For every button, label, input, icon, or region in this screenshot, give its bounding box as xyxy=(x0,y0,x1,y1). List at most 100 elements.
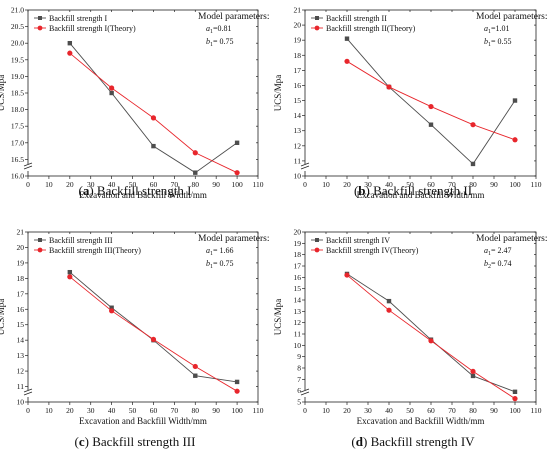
x-axis-title: Excavation and Backfill Width/mm xyxy=(357,416,485,426)
y-tick-label: 11 xyxy=(294,330,301,339)
model-param-a: a1= 2.47 xyxy=(484,246,512,257)
legend-marker xyxy=(315,16,319,20)
y-axis-title: UCS/Mpa xyxy=(273,75,283,112)
model-params-title: Model parameters: xyxy=(476,12,548,22)
x-tick-label: 0 xyxy=(26,180,30,189)
y-tick-label: 17 xyxy=(17,289,25,298)
y-tick-label: 21 xyxy=(17,228,25,237)
model-param-a: a1= 1.66 xyxy=(206,246,234,257)
y-tick-label: 13 xyxy=(294,307,302,316)
x-axis-title: Excavation and Backfill Width/mm xyxy=(357,190,485,200)
data-point xyxy=(192,150,198,156)
y-tick-label: 17.5 xyxy=(11,122,24,131)
legend-label: Backfill strength II(Theory) xyxy=(326,24,416,33)
series-line xyxy=(69,271,238,383)
y-tick-label: 18 xyxy=(294,51,302,60)
x-tick-label: 50 xyxy=(129,180,137,189)
data-point xyxy=(67,41,73,46)
x-tick-label: 100 xyxy=(509,180,521,189)
model-param-b: b1= 0.75 xyxy=(206,37,234,48)
x-tick-label: 90 xyxy=(212,180,220,189)
axis-break-mark xyxy=(300,388,310,393)
data-point xyxy=(109,85,115,91)
y-tick-label: 16 xyxy=(294,273,302,282)
data-point xyxy=(193,373,198,378)
axis-break-mark xyxy=(23,391,33,396)
model-param-b: b2= 0.74 xyxy=(484,259,512,270)
y-tick-label: 17 xyxy=(294,66,302,75)
y-tick-label: 7 xyxy=(297,375,301,384)
y-tick-label: 18 xyxy=(17,274,25,283)
x-tick-label: 20 xyxy=(343,180,351,189)
y-tick-label: 12 xyxy=(294,141,302,150)
axis-break-mark xyxy=(300,391,310,396)
chart-panel-2: 0 10 20 30 40 50 60 70 80 90 100 110101112131415161… xyxy=(273,6,548,201)
x-tick-label: 90 xyxy=(490,180,498,189)
x-tick-label: 80 xyxy=(192,180,200,189)
axis-break-mark xyxy=(23,162,33,167)
data-point xyxy=(428,122,434,127)
legend-marker xyxy=(37,25,43,31)
x-tick-label: 0 xyxy=(303,180,307,189)
y-tick-label: 21 xyxy=(294,6,302,15)
plot-frame xyxy=(27,9,259,177)
axis-break-mark xyxy=(23,388,33,393)
series-line xyxy=(346,274,516,399)
y-axis-title: UCS/Mpa xyxy=(0,299,6,336)
x-tick-label: 90 xyxy=(212,406,220,415)
x-tick-label: 80 xyxy=(469,180,477,189)
axis-break-mark xyxy=(300,165,310,170)
legend-label: Backfill strength IV xyxy=(326,236,390,245)
y-tick-label: 16 xyxy=(17,305,25,314)
series-line xyxy=(346,38,516,165)
x-tick-label: 90 xyxy=(490,406,498,415)
y-tick-label: 11 xyxy=(17,382,24,391)
data-point xyxy=(512,396,518,402)
y-tick-label: 21.0 xyxy=(11,6,24,15)
y-tick-label: 12 xyxy=(17,367,25,376)
x-tick-label: 0 xyxy=(303,406,307,415)
data-point xyxy=(234,170,240,176)
y-tick-label: 15 xyxy=(294,284,302,293)
data-point xyxy=(470,161,476,167)
x-tick-label: 110 xyxy=(253,180,264,189)
x-tick-label: 30 xyxy=(87,406,95,415)
data-point xyxy=(386,298,392,304)
chart-panel-3: 0 10 20 30 40 50 60 70 80 90 100 110101112131415161… xyxy=(0,228,270,450)
data-point xyxy=(512,98,518,103)
y-tick-label: 10 xyxy=(294,341,302,350)
figure-caption: (b) Backfill strength II xyxy=(354,183,472,198)
x-tick-label: 50 xyxy=(129,406,137,415)
legend-label: Backfill strength II xyxy=(326,14,387,23)
x-tick-label: 0 xyxy=(26,406,30,415)
y-tick-label: 14 xyxy=(294,111,302,120)
y-tick-label: 16.5 xyxy=(11,155,24,164)
y-tick-label: 10 xyxy=(17,398,25,407)
data-point xyxy=(470,373,476,379)
series-line xyxy=(346,60,516,141)
x-tick-label: 80 xyxy=(469,406,477,415)
model-param-a: a1=1.01 xyxy=(484,24,510,35)
x-tick-label: 10 xyxy=(45,406,53,415)
data-point xyxy=(67,274,73,280)
x-tick-label: 10 xyxy=(322,180,330,189)
data-point xyxy=(234,140,240,145)
y-tick-label: 19.0 xyxy=(11,72,24,81)
data-point xyxy=(67,50,73,56)
data-point xyxy=(428,338,434,344)
y-tick-label: 14 xyxy=(294,296,302,305)
x-tick-label: 50 xyxy=(406,180,414,189)
legend-marker xyxy=(38,16,42,20)
data-point xyxy=(470,368,476,374)
y-tick-label: 15 xyxy=(17,320,25,329)
x-tick-label: 70 xyxy=(448,180,456,189)
model-params-title: Model parameters: xyxy=(476,234,548,244)
legend-marker xyxy=(38,238,42,242)
y-tick-label: 19 xyxy=(294,36,302,45)
x-tick-label: 100 xyxy=(231,406,243,415)
legend-marker xyxy=(314,25,320,31)
legend-marker xyxy=(314,247,320,253)
data-point xyxy=(386,84,392,90)
y-tick-label: 12 xyxy=(294,318,302,327)
data-point xyxy=(67,269,73,275)
